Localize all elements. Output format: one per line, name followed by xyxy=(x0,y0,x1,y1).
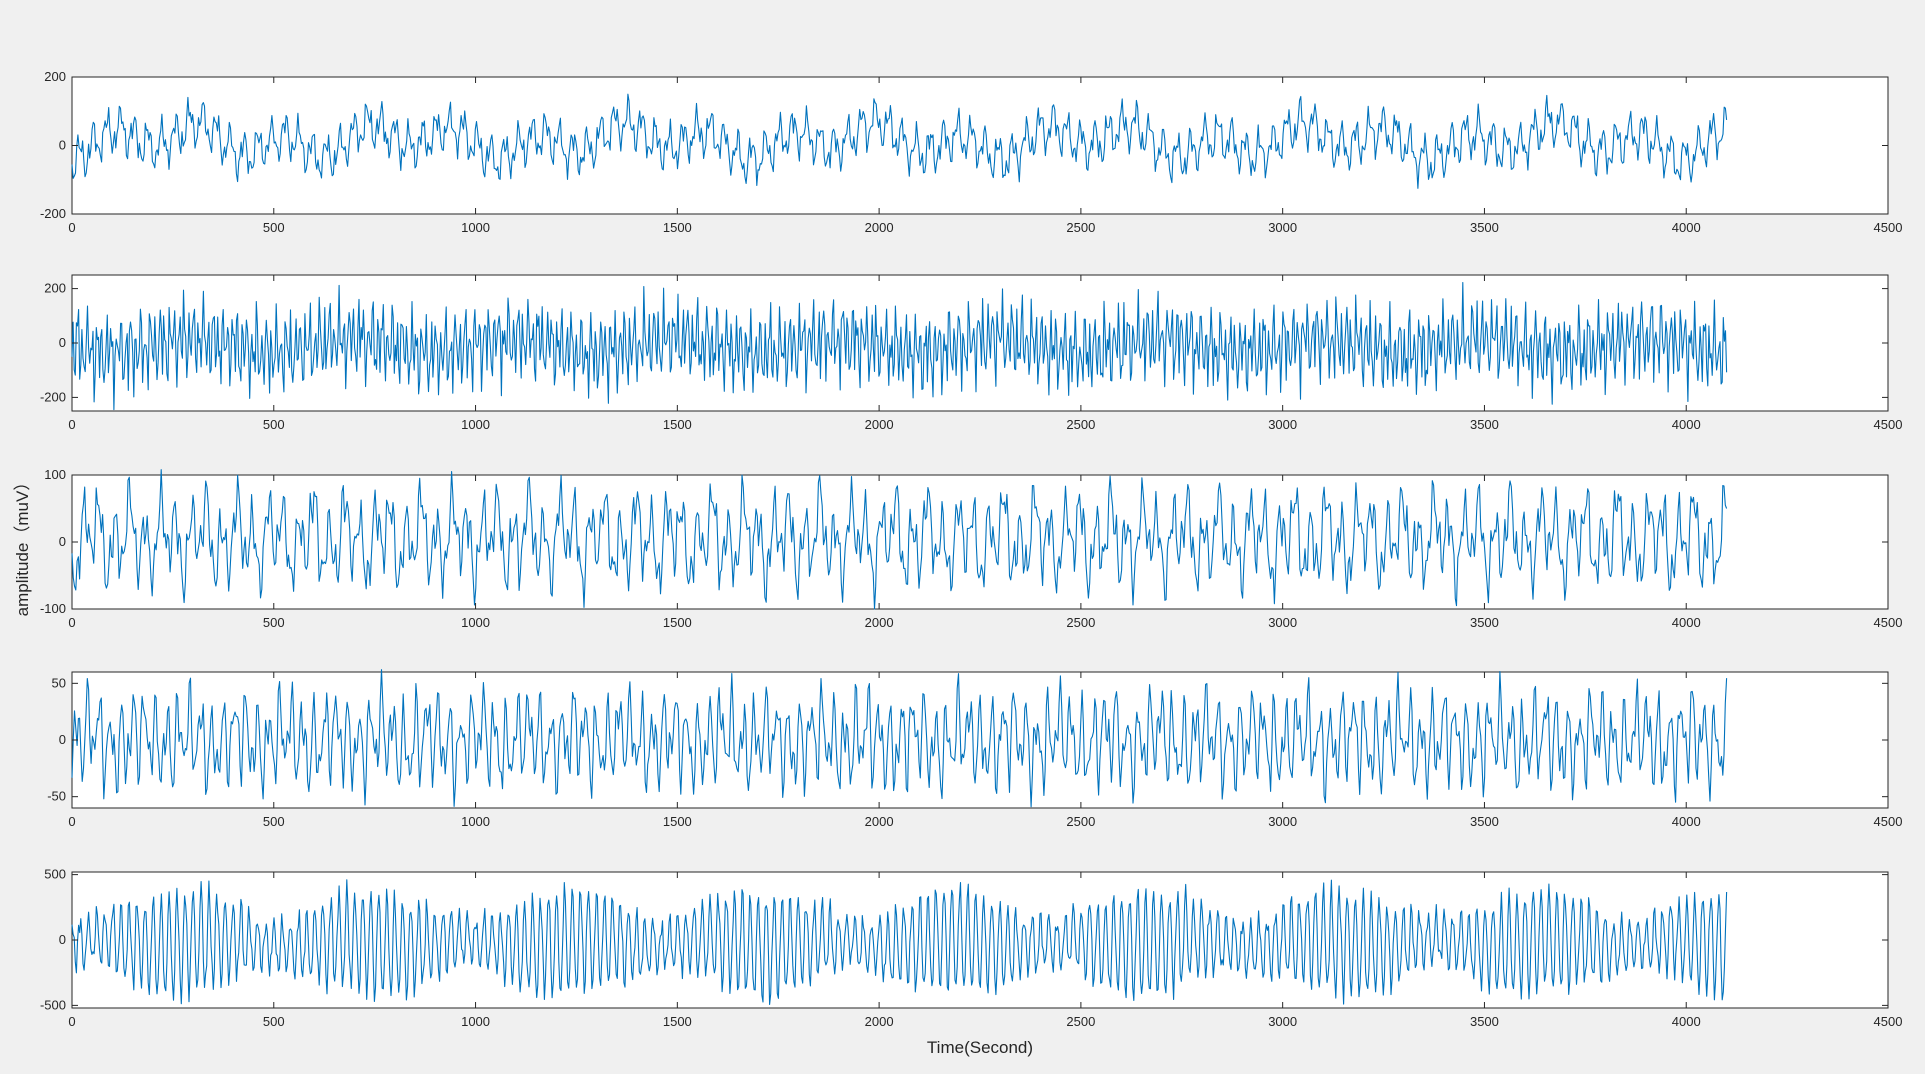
x-tick-label: 500 xyxy=(263,615,285,630)
x-tick-label: 2500 xyxy=(1066,615,1095,630)
x-axis-label: Time(Second) xyxy=(927,1038,1033,1057)
x-tick-label: 1500 xyxy=(663,417,692,432)
x-tick-label: 0 xyxy=(68,1014,75,1029)
y-tick-label: 0 xyxy=(59,534,66,549)
y-tick-label: 100 xyxy=(44,467,66,482)
x-tick-label: 0 xyxy=(68,615,75,630)
channel-3-axes: 0 500 1000 1500 2000 2500 3000 3500 4000 4500-100… xyxy=(40,467,1902,630)
x-tick-label: 2000 xyxy=(865,220,894,235)
x-tick-label: 3000 xyxy=(1268,1014,1297,1029)
x-tick-label: 0 xyxy=(68,417,75,432)
x-tick-label: 4500 xyxy=(1874,220,1903,235)
x-tick-label: 500 xyxy=(263,814,285,829)
x-tick-label: 3000 xyxy=(1268,417,1297,432)
x-tick-label: 2500 xyxy=(1066,814,1095,829)
x-tick-label: 2500 xyxy=(1066,417,1095,432)
x-tick-label: 1000 xyxy=(461,1014,490,1029)
x-tick-label: 500 xyxy=(263,1014,285,1029)
channel-4-signal-line xyxy=(71,669,1728,808)
y-axis-label: amplitude（muV） xyxy=(13,474,32,617)
x-tick-label: 4000 xyxy=(1672,417,1701,432)
x-tick-label: 1000 xyxy=(461,220,490,235)
x-tick-label: 4000 xyxy=(1672,1014,1701,1029)
x-tick-label: 3500 xyxy=(1470,615,1499,630)
x-tick-label: 2000 xyxy=(865,417,894,432)
x-tick-label: 500 xyxy=(263,417,285,432)
x-tick-label: 1500 xyxy=(663,220,692,235)
x-tick-label: 0 xyxy=(68,220,75,235)
y-tick-label: -500 xyxy=(40,997,66,1012)
channel-5-axes: 0 500 1000 1500 2000 2500 3000 3500 4000 4500 -500… xyxy=(40,867,1902,1029)
x-tick-label: 1500 xyxy=(663,814,692,829)
x-tick-label: 3500 xyxy=(1470,814,1499,829)
x-tick-label: 0 xyxy=(68,814,75,829)
channel-1-frame xyxy=(71,76,1889,215)
y-tick-label: 50 xyxy=(52,675,66,690)
x-tick-label: 4500 xyxy=(1874,1014,1903,1029)
x-tick-label: 2500 xyxy=(1066,220,1095,235)
x-tick-label: 3500 xyxy=(1470,417,1499,432)
x-tick-label: 4000 xyxy=(1672,220,1701,235)
y-tick-label: 0 xyxy=(59,932,66,947)
y-tick-label: -50 xyxy=(47,789,66,804)
x-tick-label: 1000 xyxy=(461,615,490,630)
x-tick-label: 4000 xyxy=(1672,814,1701,829)
x-tick-label: 3000 xyxy=(1268,615,1297,630)
x-tick-label: 3500 xyxy=(1470,220,1499,235)
channel-1-axes: 0 500 1000 1500 2000 2500 3000 3500 4000 4500-200… xyxy=(40,69,1902,235)
x-tick-label: 2500 xyxy=(1066,1014,1095,1029)
y-tick-label: 0 xyxy=(59,732,66,747)
y-tick-label: 0 xyxy=(59,138,66,153)
x-tick-label: 2000 xyxy=(865,1014,894,1029)
y-tick-label: -200 xyxy=(40,389,66,404)
x-tick-label: 3000 xyxy=(1268,220,1297,235)
x-tick-label: 1000 xyxy=(461,417,490,432)
channel-3-frame xyxy=(71,474,1889,610)
channel-4-axes: 0 500 1000 1500 2000 2500 3000 3500 4000 4500-500… xyxy=(47,669,1903,829)
x-tick-label: 3500 xyxy=(1470,1014,1499,1029)
x-tick-label: 4500 xyxy=(1874,814,1903,829)
y-tick-label: 200 xyxy=(44,281,66,296)
channel-2-signal-line xyxy=(71,281,1728,411)
y-tick-label: 0 xyxy=(59,335,66,350)
axes-layer: 0 500 1000 1500 2000 2500 3000 3500 4000 4500-200… xyxy=(40,69,1902,1029)
y-tick-label: 500 xyxy=(44,867,66,882)
x-tick-label: 4500 xyxy=(1874,615,1903,630)
x-tick-label: 4000 xyxy=(1672,615,1701,630)
channel-1-signal-line xyxy=(71,93,1728,189)
y-tick-label: 200 xyxy=(44,69,66,84)
x-tick-label: 500 xyxy=(263,220,285,235)
x-tick-label: 2000 xyxy=(865,615,894,630)
channel-2-frame xyxy=(71,274,1889,412)
x-tick-label: 3000 xyxy=(1268,814,1297,829)
channel-2-axes: 0 500 1000 1500 2000 2500 3000 3500 4000 4500-200… xyxy=(40,274,1903,432)
x-tick-label: 1500 xyxy=(663,1014,692,1029)
y-tick-label: -200 xyxy=(40,206,66,221)
channel-3-signal-line xyxy=(71,469,1728,610)
channel-5-signal-line xyxy=(71,879,1728,1006)
x-tick-label: 2000 xyxy=(865,814,894,829)
x-tick-label: 4500 xyxy=(1874,417,1903,432)
channel-4-frame xyxy=(71,671,1889,809)
y-tick-label: -100 xyxy=(40,601,66,616)
x-tick-label: 1500 xyxy=(663,615,692,630)
x-tick-label: 1000 xyxy=(461,814,490,829)
